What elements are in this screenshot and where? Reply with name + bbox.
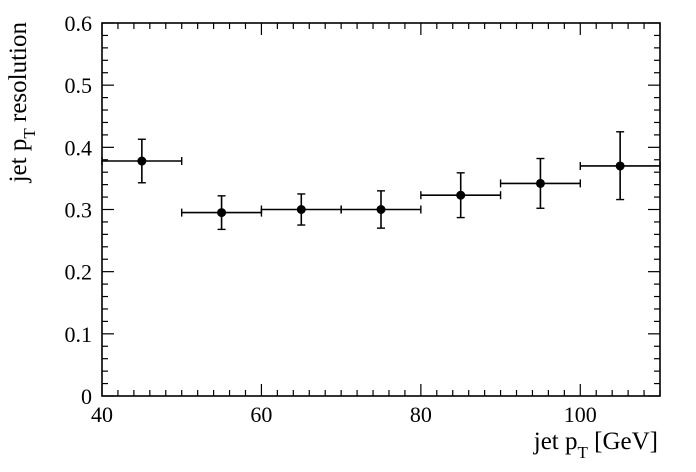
data-point [499,157,581,209]
point-marker [137,156,147,166]
point-marker [456,190,466,200]
data-point [579,131,661,201]
point-marker [615,161,625,171]
y-tick-label: 0.4 [65,135,93,160]
y-tick-label: 0 [81,384,92,409]
x-axis-label-sub: T [578,443,589,462]
y-tick-label: 0.2 [65,260,93,285]
data-point [340,190,422,229]
data-point [181,195,263,231]
y-axis-label-main: jet p [5,139,32,184]
x-axis-label: jet pT [GeV] [533,428,658,462]
y-tick-label: 0.1 [65,322,93,347]
y-axis-label: jet pT resolution [5,22,39,184]
point-marker [217,208,227,218]
data-point [260,193,342,226]
data-point [420,172,502,219]
point-marker [535,178,545,188]
y-axis-label-rest: resolution [5,22,32,129]
x-tick-label: 80 [410,402,432,427]
x-tick-label: 40 [91,402,113,427]
x-tick-label: 100 [564,402,597,427]
data-point [101,138,183,184]
y-axis-label-sub: T [20,128,39,139]
point-marker [296,205,306,214]
x-tick-label: 60 [250,402,272,427]
x-axis-label-main: jet p [533,428,578,455]
y-tick-label: 0.5 [65,73,93,98]
point-marker [376,205,386,214]
y-tick-label: 0.3 [65,198,93,223]
x-axis-label-rest: [GeV] [588,428,658,455]
y-tick-label: 0.6 [65,11,93,36]
